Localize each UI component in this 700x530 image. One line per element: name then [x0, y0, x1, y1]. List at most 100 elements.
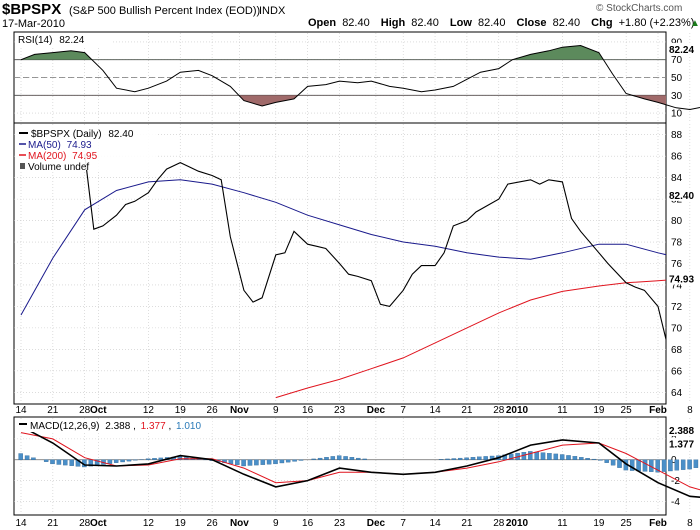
rsi-panel: 907050301082.24	[14, 33, 700, 122]
macd-x-tick-label: 23	[334, 518, 346, 529]
macd-histogram-bar	[629, 459, 635, 471]
macd-histogram-bar	[559, 454, 565, 460]
macd-histogram-bar	[362, 458, 367, 460]
macd-histogram-bar	[534, 451, 539, 460]
macd-x-tick-label: 21	[47, 518, 59, 529]
macd-histogram-bar	[661, 459, 667, 472]
price-legend-text: $BPSPX (Daily) 82.40	[31, 129, 134, 140]
macd-histogram-bar	[279, 459, 285, 464]
macd-histogram-bar	[585, 458, 590, 460]
macd-histogram-bar	[254, 459, 259, 466]
price-last-badge-bg	[667, 188, 697, 201]
macd-legend-histogram: 1.010	[176, 421, 201, 432]
price-x-tick-label: 21	[461, 405, 473, 416]
macd-legend-signal: 1.377	[141, 421, 166, 432]
macd-line	[20, 425, 700, 498]
macd-histogram-bar	[311, 458, 316, 460]
price-x-tick-label: Feb	[649, 405, 667, 416]
price-x-tick-label: 8	[687, 405, 693, 416]
macd-histogram-bar	[591, 458, 597, 460]
macd-histogram-bar	[285, 459, 291, 463]
high-label: High	[381, 17, 406, 29]
ma50-line	[20, 179, 666, 316]
chg-up-arrow-icon: ▲	[690, 18, 700, 29]
macd-histogram-bar	[158, 457, 164, 460]
macd-histogram-bar	[598, 459, 603, 461]
volume-legend-swatch	[20, 163, 25, 169]
rsi-y-tick-label: 50	[671, 73, 683, 84]
rsi-y-tick-label: 10	[671, 109, 683, 120]
ma200-legend-value: 74.95	[72, 151, 97, 162]
chg-value: +1.80 (+2.23%)	[619, 17, 695, 29]
macd-x-tick-label: Oct	[90, 518, 107, 529]
watermark: © StockCharts.com	[596, 3, 682, 14]
price-y-tick-label: 74	[671, 280, 683, 291]
macd-histogram-bar	[610, 459, 616, 466]
macd-x-tick-label: 25	[621, 518, 633, 529]
macd-x-tick-label: 8	[687, 518, 693, 529]
macd-histogram-bar	[330, 456, 336, 460]
macd-histogram-bar	[547, 453, 552, 460]
macd-histogram-bar	[113, 459, 119, 463]
macd-histogram-bar	[145, 458, 151, 460]
signal-last-badge-bg	[667, 437, 697, 450]
price-x-tick-label: Oct	[90, 405, 107, 416]
macd-histogram-bar	[126, 459, 132, 462]
rsi-last-badge-bg	[667, 42, 697, 55]
price-legend-value: 82.40	[108, 129, 133, 140]
open-value: 82.40	[342, 17, 370, 29]
high-value: 82.40	[411, 17, 439, 29]
macd-histogram-bar	[483, 456, 488, 460]
macd-x-tick-label: 26	[207, 518, 219, 529]
macd-histogram-bar	[69, 459, 74, 466]
macd-x-tick-label: Dec	[367, 518, 386, 529]
macd-histogram-bar	[464, 457, 469, 460]
macd-histogram-bar	[120, 459, 125, 463]
price-y-tick-label: 80	[671, 216, 683, 227]
ma200-legend-label: MA(200)	[28, 151, 66, 162]
macd-histogram-bar	[43, 459, 49, 462]
rsi-y-tick-label: 70	[671, 55, 683, 66]
price-x-tick-label: 21	[47, 405, 59, 416]
macd-x-tick-label: 2010	[506, 518, 529, 529]
macd-x-tick-label: Nov	[230, 518, 249, 529]
symbol-title: $BPSPX	[2, 1, 61, 18]
macd-histogram-bar	[63, 459, 68, 466]
exchange-label: INDX	[259, 5, 286, 17]
macd-x-tick-label: 21	[461, 518, 473, 529]
macd-histogram-bar	[470, 457, 476, 460]
macd-histogram-bar	[528, 451, 533, 460]
ma200-legend-text: MA(200) 74.95	[28, 151, 98, 162]
macd-histogram-bar	[540, 452, 546, 460]
macd-x-tick-label: 11	[557, 518, 568, 529]
price-x-tick-label: 14	[15, 405, 27, 416]
ma50-legend-text: MA(50) 74.93	[28, 140, 92, 151]
macd-x-tick-label: Feb	[649, 518, 667, 529]
rsi-overbought-fill	[21, 45, 666, 60]
rsi-legend-bg	[16, 33, 111, 46]
macd-histogram-bar	[553, 453, 559, 460]
macd-histogram-bar	[177, 456, 183, 460]
macd-y-tick-label: 0	[671, 455, 677, 466]
volume-legend-label: Volume undef	[28, 162, 89, 173]
macd-histogram-bar	[18, 453, 23, 460]
price-y-tick-label: 64	[671, 388, 683, 399]
rsi-legend-label: RSI(14)	[18, 35, 52, 46]
price-x-tick-label: 9	[273, 405, 279, 416]
macd-legend-text: MACD(12,26,9) 2.388 , 1.377 , 1.010	[30, 421, 201, 432]
low-value: 82.40	[478, 17, 506, 29]
rsi-legend-text: RSI(14) 82.24	[18, 35, 85, 46]
macd-histogram-bar	[56, 459, 62, 465]
macd-histogram-bar	[228, 459, 234, 465]
close-label: Close	[517, 17, 547, 29]
rsi-legend-value: 82.24	[59, 35, 84, 46]
open-label: Open	[308, 17, 336, 29]
low-label: Low	[450, 17, 472, 29]
price-x-tick-label: 19	[593, 405, 605, 416]
ma50-legend-label: MA(50)	[28, 140, 61, 151]
macd-x-tick-label: 19	[593, 518, 605, 529]
price-x-tick-label: 23	[334, 405, 346, 416]
